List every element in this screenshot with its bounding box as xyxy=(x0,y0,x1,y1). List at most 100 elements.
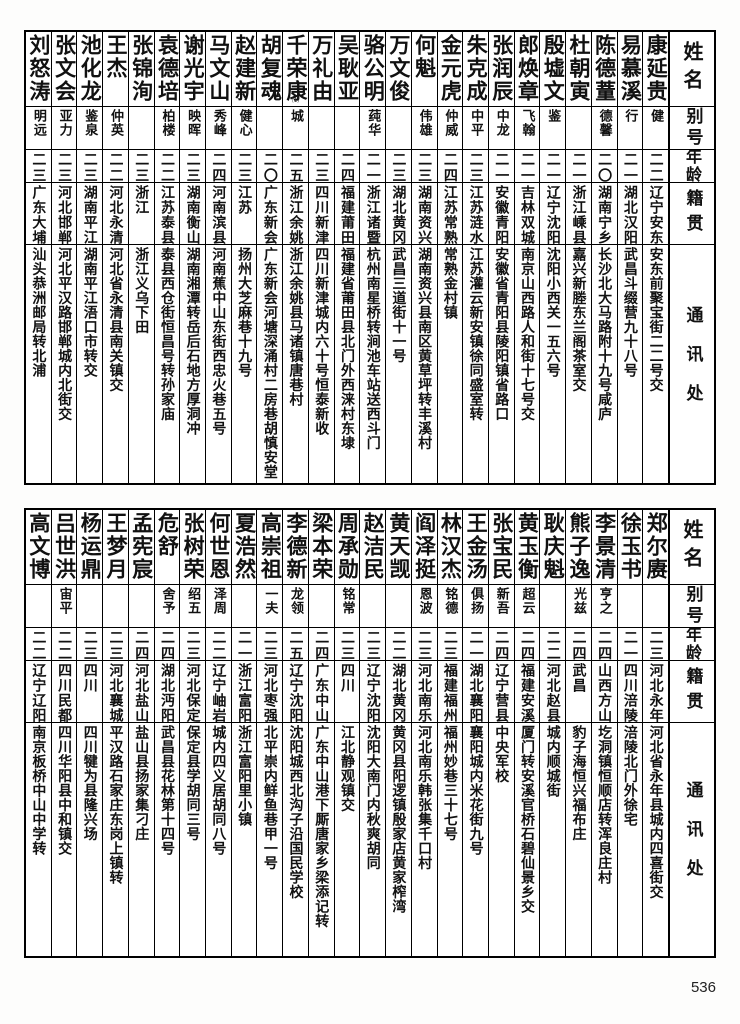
roster-value-age: 二一 xyxy=(364,152,381,182)
roster-cell-origin: 浙江诸暨 xyxy=(360,182,386,244)
roster-value-age: 二〇 xyxy=(261,152,278,182)
roster-value-age: 二三 xyxy=(184,630,201,660)
roster-cell-address: 涪陵北门外徐宅 xyxy=(617,722,643,956)
roster-cell-name: 易慕溪 xyxy=(618,32,642,106)
roster-value-origin: 湖北汉阳 xyxy=(621,185,638,244)
roster-cell-origin: 辽宁沈阳 xyxy=(540,182,566,244)
roster-value-address: 安东前聚宝街二二号交 xyxy=(647,247,664,392)
roster-cell-alias xyxy=(103,584,128,627)
roster-header-origin: 籍贯 xyxy=(669,660,714,722)
roster-cell-address: 四川犍为县隆兴场 xyxy=(77,722,103,956)
roster-cell-origin: 江苏涟水 xyxy=(463,182,488,244)
roster-cell-origin: 辽宁安东 xyxy=(643,182,668,244)
roster-cell-age: 二二 xyxy=(26,627,51,660)
roster-value-origin: 河北盐山 xyxy=(133,663,150,722)
roster-cell-age: 二三 xyxy=(411,149,437,182)
roster-cell-address: 武昌三道街十一号 xyxy=(386,244,411,483)
roster-cell-age: 二三 xyxy=(437,627,463,660)
roster-value-origin: 辽宁辽阳 xyxy=(30,663,47,722)
roster-value-alias: 光兹 xyxy=(570,587,586,615)
roster-cell-alias: 鉴泉 xyxy=(77,106,103,149)
roster-cell-address: 武昌斗缀营九十八号 xyxy=(617,244,643,483)
roster-cell-age: 二五 xyxy=(283,149,308,182)
roster-value-origin: 安徽青阳 xyxy=(493,185,510,244)
roster-value-address: 汕头恭洲邮局转北浦 xyxy=(30,247,47,378)
roster-value-name: 王金汤 xyxy=(464,512,488,581)
roster-value-address: 河北南乐韩张集千口村 xyxy=(416,725,433,870)
roster-value-address: 南京板桥中山中学转 xyxy=(30,725,47,856)
roster-cell-origin: 福建莆田 xyxy=(334,182,360,244)
roster-cell-alias: 仲威 xyxy=(437,106,463,149)
roster-header-label-age: 年龄 xyxy=(682,627,702,660)
roster-entry-column: 朱克成 中平 二三 江苏涟水 江苏灌云新安镇徐同盛室转 xyxy=(462,32,488,483)
roster-cell-origin: 江苏泰县 xyxy=(154,182,180,244)
roster-entry-column: 谢光宇 映晖 二三 湖南衡山 湖南湘潭转岳后石地方厚洞冲 xyxy=(179,32,206,483)
roster-cell-address: 南京山西路人和街十七号交 xyxy=(514,244,540,483)
roster-value-address: 平汉路石家庄东岗上镇转 xyxy=(107,725,124,885)
roster-entry-column: 张宝民 新吾 二四 辽宁营县 中央军校 xyxy=(487,510,514,956)
roster-value-alias: 俱扬 xyxy=(468,587,484,615)
roster-cell-alias: 莼华 xyxy=(360,106,386,149)
roster-value-age: 二三 xyxy=(416,630,433,660)
roster-cell-alias xyxy=(386,106,411,149)
roster-entry-column: 危舒 舍予 二四 湖北沔阳 武昌县花林第十四号 xyxy=(153,510,180,956)
roster-value-origin: 浙江 xyxy=(133,185,150,215)
roster-value-address: 河北省永年县城内四喜街交 xyxy=(647,725,664,899)
roster-cell-alias: 明远 xyxy=(26,106,51,149)
roster-cell-address: 北平崇内鲜鱼巷甲一号 xyxy=(257,722,283,956)
roster-cell-name: 金元虎 xyxy=(438,32,462,106)
roster-value-address: 湖南平江浯口市转交 xyxy=(81,247,98,378)
roster-cell-age: 二三 xyxy=(77,627,103,660)
roster-cell-origin: 湖南宁乡 xyxy=(591,182,617,244)
roster-cell-alias xyxy=(128,584,154,627)
roster-header-age: 年龄 xyxy=(669,149,714,182)
roster-cell-age: 二三 xyxy=(103,627,128,660)
roster-value-age: 二〇 xyxy=(596,152,613,182)
roster-value-alias: 仲英 xyxy=(108,109,124,137)
roster-header-age: 年龄 xyxy=(669,627,714,660)
roster-entry-column: 胡复魂 二〇 广东新会 广东新会河塘深涌村二房巷胡慎安堂 xyxy=(256,32,283,483)
roster-cell-name: 吕世洪 xyxy=(52,510,77,584)
roster-cell-origin: 辽宁营县 xyxy=(488,660,514,722)
roster-cell-origin: 江苏 xyxy=(231,182,257,244)
roster-cell-alias: 仲英 xyxy=(103,106,128,149)
roster-cell-address: 安东前聚宝街二二号交 xyxy=(643,244,668,483)
roster-value-name: 殷墟文 xyxy=(541,34,566,103)
roster-cell-name: 郎焕章 xyxy=(515,32,540,106)
roster-cell-name: 李景清 xyxy=(592,510,617,584)
roster-cell-age: 二四 xyxy=(514,627,540,660)
roster-cell-origin: 辽宁沈阳 xyxy=(283,660,308,722)
roster-value-origin: 福建莆田 xyxy=(338,185,355,244)
roster-cell-name: 王杰 xyxy=(103,32,128,106)
roster-cell-name: 危舒 xyxy=(155,510,179,584)
roster-value-age: 二一 xyxy=(236,630,253,660)
roster-value-origin: 河北邯郸 xyxy=(56,185,73,244)
roster-value-name: 张润辰 xyxy=(489,34,514,103)
roster-cell-age: 二三 xyxy=(308,149,334,182)
roster-cell-origin: 四川涪陵 xyxy=(617,660,643,722)
roster-value-age: 二四 xyxy=(493,630,510,660)
roster-cell-alias: 健心 xyxy=(231,106,257,149)
roster-cell-name: 张文会 xyxy=(52,32,77,106)
roster-value-address: 广东中山港下厮唐家乡梁添记转 xyxy=(313,725,330,928)
roster-value-origin: 河北永清 xyxy=(107,185,124,244)
roster-value-name: 郑尔赓 xyxy=(644,512,668,581)
roster-entry-column: 黄玉衡 超云 二四 福建安溪 厦门转安溪官桥石碧仙景乡交 xyxy=(513,510,540,956)
roster-cell-name: 池化龙 xyxy=(77,32,102,106)
roster-cell-name: 高文博 xyxy=(26,510,51,584)
roster-cell-name: 赵建新 xyxy=(232,32,257,106)
roster-value-name: 孟宪宸 xyxy=(129,512,154,581)
roster-value-age: 二一 xyxy=(519,152,536,182)
roster-value-address: 广东新会河塘深涌村二房巷胡慎安堂 xyxy=(261,247,278,479)
roster-value-name: 黄玉衡 xyxy=(515,512,540,581)
roster-cell-name: 陈德蕫 xyxy=(592,32,617,106)
roster-cell-age: 二三 xyxy=(231,149,257,182)
roster-cell-address: 四川华阳县中和镇交 xyxy=(51,722,77,956)
roster-value-origin: 湖南衡山 xyxy=(184,185,201,244)
roster-cell-alias: 龙领 xyxy=(283,584,308,627)
roster-cell-name: 孟宪宸 xyxy=(129,510,154,584)
roster-value-age: 二三 xyxy=(56,152,73,182)
roster-entry-column: 郎焕章 飞翰 二一 吉林双城 南京山西路人和街十七号交 xyxy=(513,32,540,483)
roster-cell-alias: 德馨 xyxy=(591,106,617,149)
roster-cell-origin: 河北南乐 xyxy=(411,660,437,722)
